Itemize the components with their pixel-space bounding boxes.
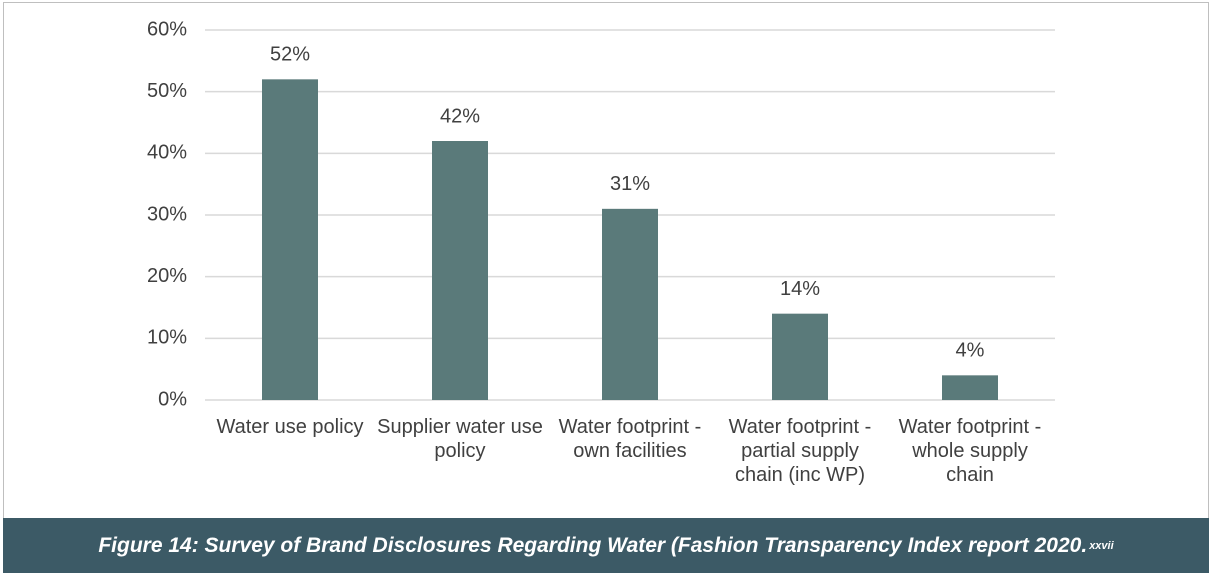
x-tick-label: Water footprint - whole supply chain — [898, 416, 1042, 486]
x-tick-label: Water use policy — [216, 416, 364, 438]
y-tick-label: 30% — [147, 203, 187, 225]
caption-text: Figure 14: Survey of Brand Disclosures R… — [98, 533, 1088, 557]
bar — [262, 79, 318, 400]
bar — [432, 141, 488, 400]
bar — [602, 208, 658, 400]
data-label: 14% — [780, 278, 820, 300]
data-label: 4% — [956, 340, 985, 362]
data-label: 31% — [610, 173, 650, 195]
y-tick-label: 40% — [147, 142, 187, 164]
y-tick-label: 0% — [158, 388, 187, 410]
caption: Figure 14: Survey of Brand Disclosures R… — [3, 518, 1209, 573]
y-tick-label: 50% — [147, 80, 187, 102]
y-tick-label: 60% — [147, 18, 187, 40]
bar — [942, 375, 998, 400]
bar — [772, 313, 828, 400]
chart-frame — [3, 2, 1209, 518]
chart: 0% 10% 20% 30% 40% 50% 60% 52% 42% 31% 14% 4% — [147, 18, 1055, 410]
x-tick-label: Supplier water use policy — [377, 416, 543, 462]
y-tick-label: 10% — [147, 327, 187, 349]
y-tick-label: 20% — [147, 265, 187, 287]
x-tick-label: Water footprint - partial supply chain (… — [728, 416, 872, 486]
x-tick-label: Water footprint - own facilities — [558, 416, 702, 462]
data-label: 42% — [440, 105, 480, 127]
data-label: 52% — [270, 44, 310, 66]
caption-superscript: xxvii — [1089, 539, 1114, 552]
